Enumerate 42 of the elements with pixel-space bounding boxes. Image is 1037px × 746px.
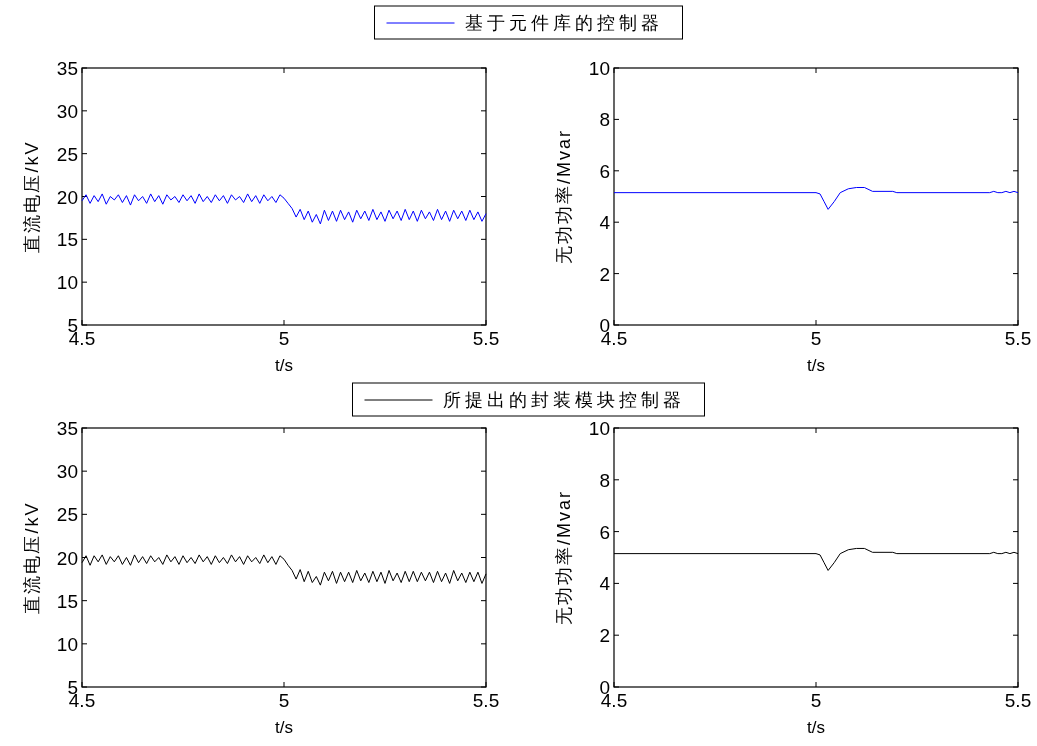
y-tick-label: 15 <box>56 590 78 612</box>
legend-label: 所提出的封装模块控制器 <box>442 390 685 410</box>
y-tick-label: 20 <box>56 547 78 569</box>
y-axis-title: 无功功率/Mvar <box>554 129 574 264</box>
x-tick-label: 5.5 <box>472 690 500 711</box>
x-tick-label: 5 <box>278 328 290 349</box>
y-tick-label: 4 <box>599 573 611 595</box>
line-series <box>613 187 1019 210</box>
y-axis-title: 无功功率/Mvar <box>554 490 574 625</box>
x-tick-label: 5.5 <box>1004 690 1032 711</box>
legend-label: 基于元件库的控制器 <box>464 13 663 33</box>
y-tick-label: 6 <box>599 160 610 182</box>
y-tick-label: 6 <box>599 521 610 543</box>
x-tick-label: 5.5 <box>472 328 500 349</box>
y-tick-label: 25 <box>56 143 78 165</box>
y-tick-label: 10 <box>56 272 78 294</box>
x-axis-title: t/s <box>807 356 825 375</box>
x-tick-label: 5 <box>810 328 822 349</box>
x-axis-title: t/s <box>275 356 293 375</box>
x-tick-label: 5.5 <box>1004 328 1032 349</box>
y-tick-label: 8 <box>599 469 610 491</box>
y-tick-label: 25 <box>56 504 78 526</box>
y-tick-label: 2 <box>599 625 610 647</box>
y-tick-label: 2 <box>599 263 610 285</box>
y-tick-label: 35 <box>56 418 78 439</box>
line-series <box>81 193 487 225</box>
y-tick-label: 4 <box>599 212 611 234</box>
y-tick-label: 10 <box>588 58 610 79</box>
x-axis-title: t/s <box>807 718 825 737</box>
y-tick-label: 15 <box>56 229 78 251</box>
y-tick-label: 10 <box>56 633 78 655</box>
y-tick-label: 10 <box>588 418 610 439</box>
y-tick-label: 35 <box>56 58 78 79</box>
y-axis-title: 直流电压/kV <box>22 501 42 614</box>
y-tick-label: 30 <box>56 461 78 483</box>
x-tick-label: 5 <box>278 690 290 711</box>
x-axis-title: t/s <box>275 718 293 737</box>
x-tick-label: 5 <box>810 690 822 711</box>
y-axis-title: 直流电压/kV <box>22 140 42 253</box>
y-tick-label: 20 <box>56 186 78 208</box>
y-tick-label: 8 <box>599 109 610 131</box>
y-tick-label: 30 <box>56 100 78 122</box>
